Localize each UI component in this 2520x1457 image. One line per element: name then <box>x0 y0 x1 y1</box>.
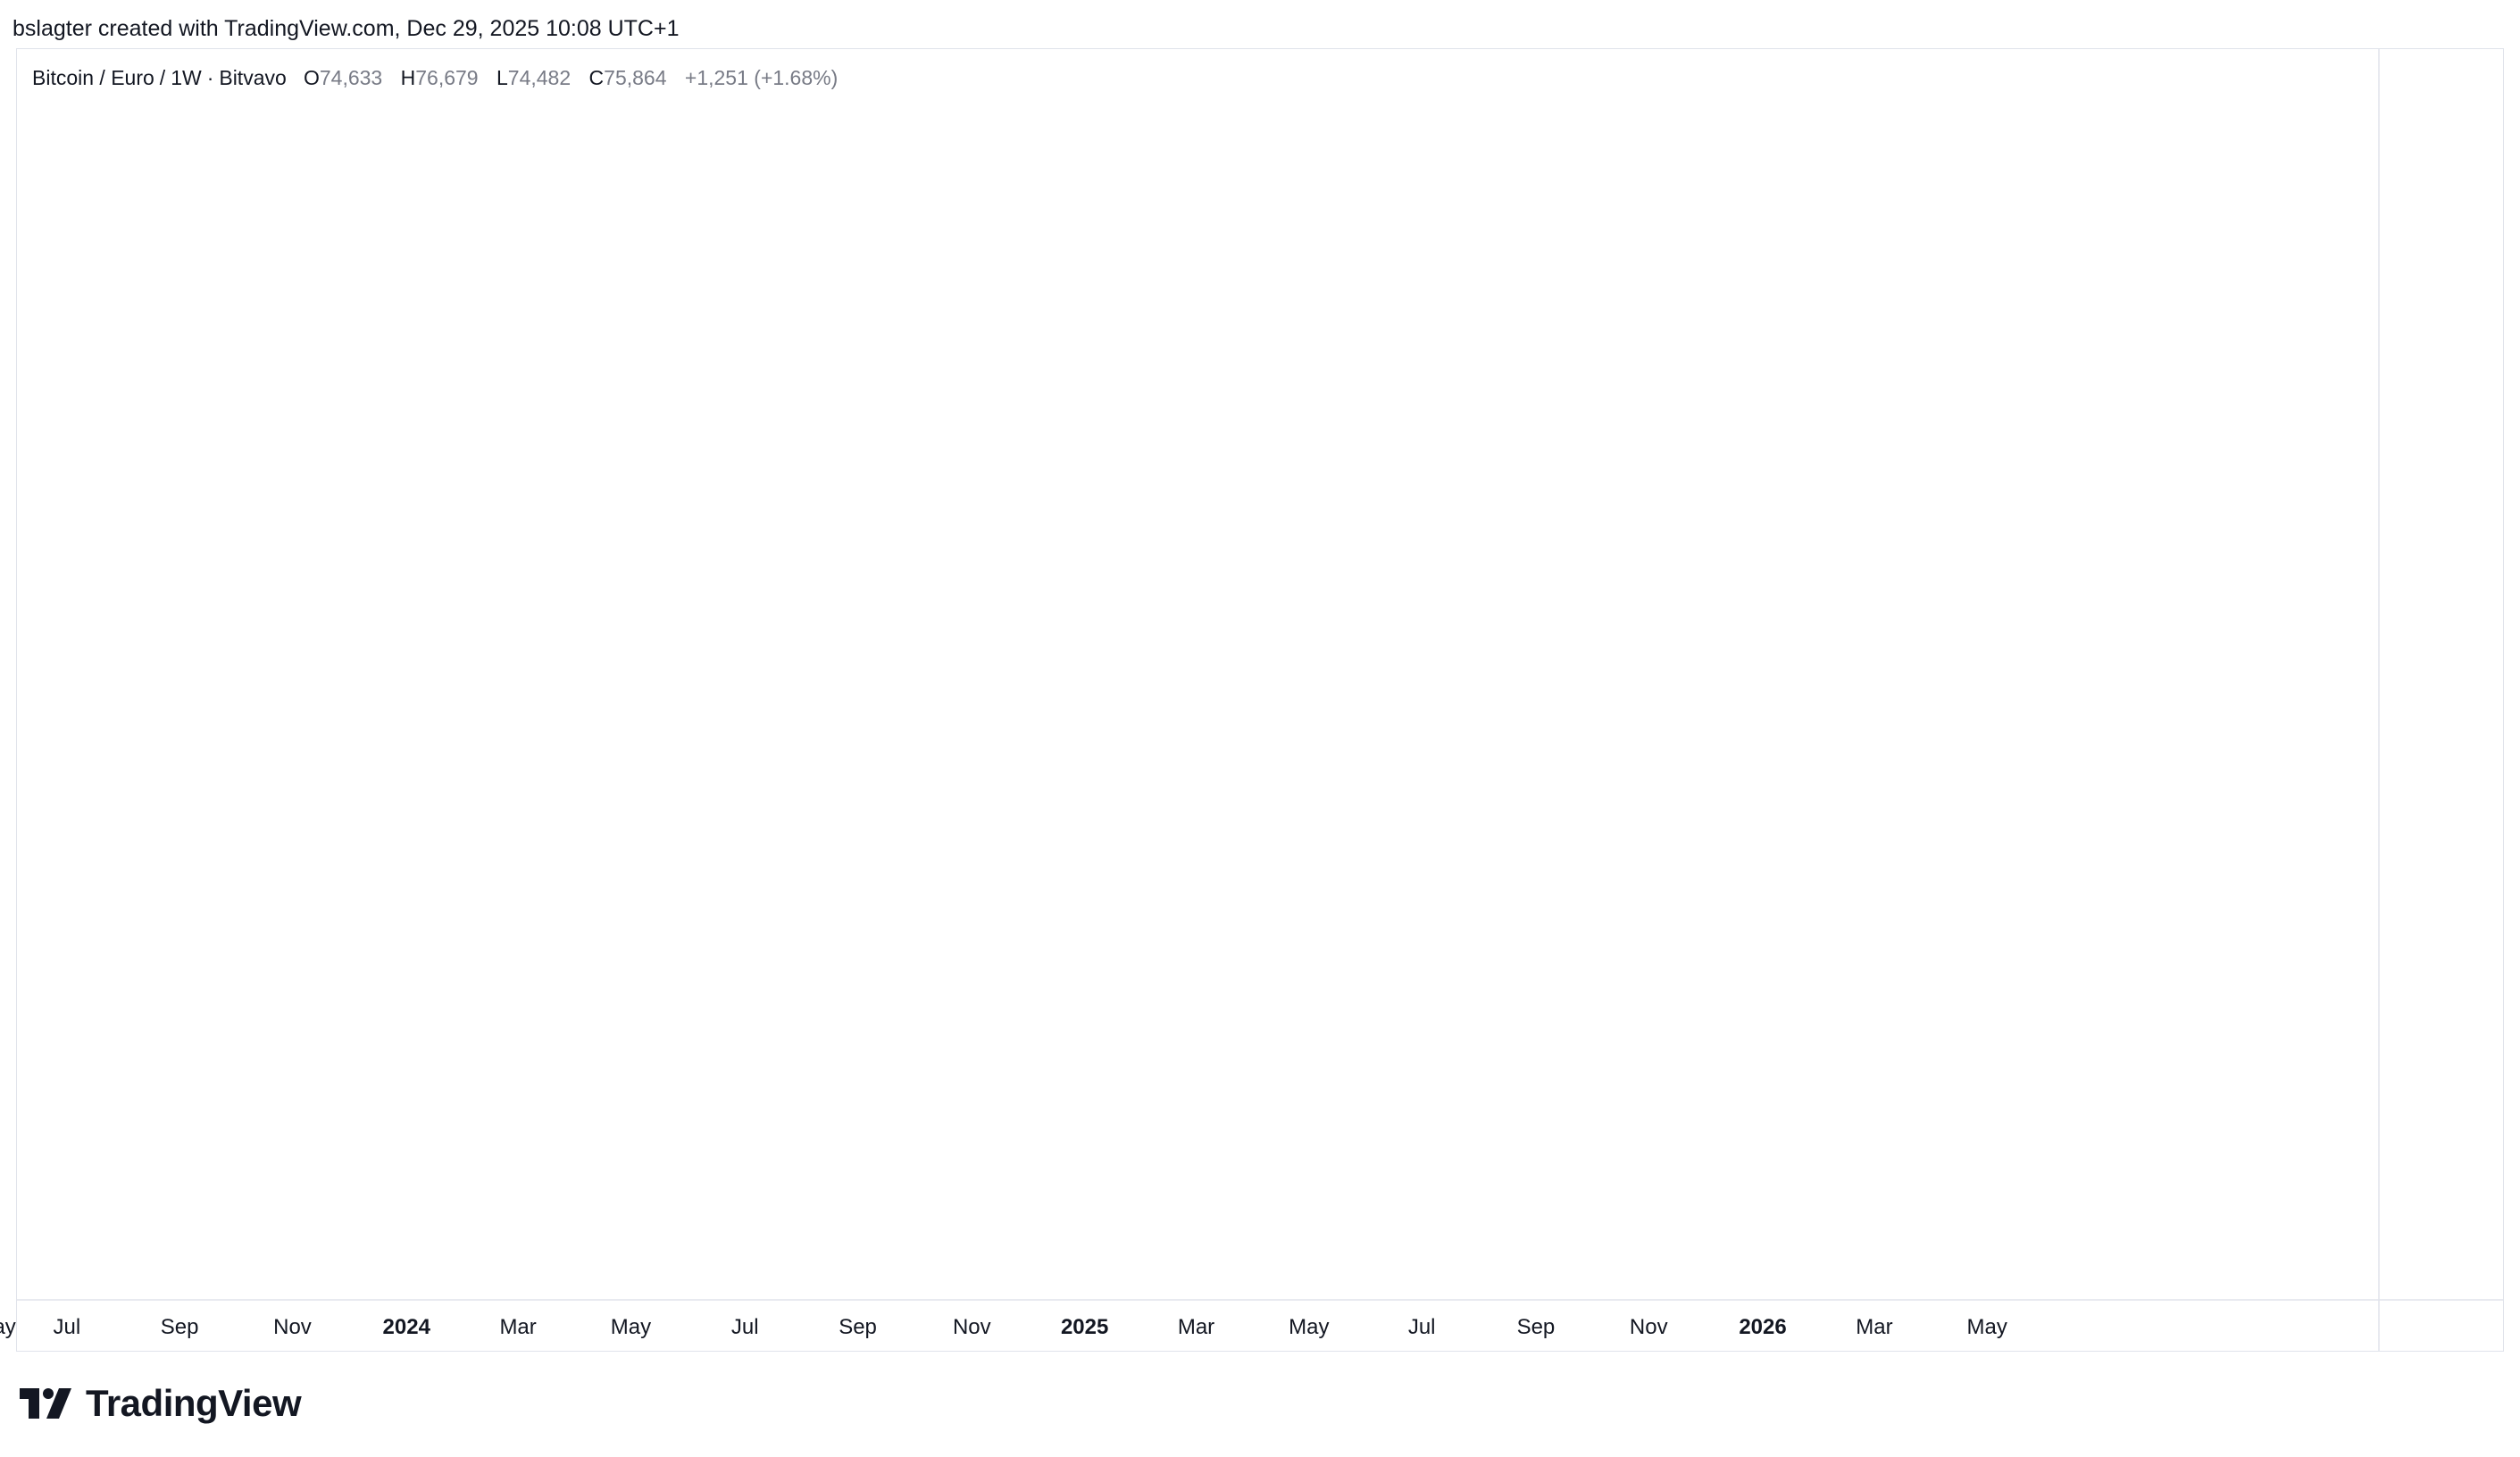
chart-legend: Bitcoin / Euro/1W · Bitvavo O74,633 H76,67… <box>32 66 839 89</box>
chart-credit: bslagter created with TradingView.com, D… <box>13 16 680 41</box>
legend-interval: 1W <box>171 66 202 89</box>
chart-frame <box>16 48 2504 1352</box>
time-axis-tick: May <box>611 1315 651 1339</box>
time-axis-tick: ay <box>0 1315 16 1339</box>
time-axis-tick: Mar <box>1856 1315 1892 1339</box>
time-axis-tick: Jul <box>1408 1315 1436 1339</box>
time-axis-tick: Nov <box>1630 1315 1668 1339</box>
time-axis-tick: 2024 <box>383 1315 431 1339</box>
legend-low: 74,482 <box>507 66 572 89</box>
legend-open-label: O <box>303 66 320 89</box>
legend-symbol: Bitcoin / Euro <box>32 66 154 89</box>
tradingview-brand[interactable]: TradingView <box>20 1382 302 1425</box>
tradingview-wordmark: TradingView <box>86 1382 302 1424</box>
legend-close: 75,864 <box>604 66 667 89</box>
legend-high: 76,679 <box>415 66 479 89</box>
time-axis-tick: Sep <box>1517 1315 1556 1339</box>
legend-low-label: L <box>496 66 508 89</box>
legend-open: 74,633 <box>319 66 383 89</box>
time-axis-tick: Nov <box>273 1315 312 1339</box>
time-axis-tick: Nov <box>953 1315 991 1339</box>
time-axis-tick: Sep <box>839 1315 877 1339</box>
time-axis-tick: 2025 <box>1061 1315 1108 1339</box>
legend-exchange: Bitvavo <box>219 66 287 89</box>
time-axis-tick: May <box>1967 1315 2007 1339</box>
time-axis-tick: Mar <box>499 1315 536 1339</box>
time-axis-tick: 2026 <box>1739 1315 1786 1339</box>
legend-high-label: H <box>400 66 416 89</box>
legend-change: +1,251 (+1.68%) <box>684 66 839 89</box>
time-axis-tick: Jul <box>731 1315 759 1339</box>
time-axis-tick: Sep <box>161 1315 199 1339</box>
time-axis-tick: Mar <box>1178 1315 1214 1339</box>
tradingview-logo-icon <box>20 1388 71 1419</box>
time-axis-tick: Jul <box>53 1315 80 1339</box>
time-axis-tick: May <box>1289 1315 1329 1339</box>
legend-close-label: C <box>588 66 605 89</box>
